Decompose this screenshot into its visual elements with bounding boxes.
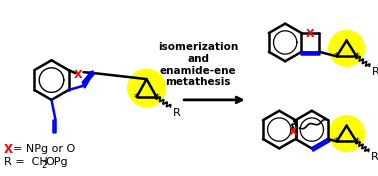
Text: X: X xyxy=(306,29,315,39)
Text: R =  CH: R = CH xyxy=(4,157,48,167)
Text: *: * xyxy=(355,52,360,62)
Text: X: X xyxy=(289,127,298,137)
Circle shape xyxy=(329,31,364,66)
Text: X: X xyxy=(74,70,83,80)
Text: *: * xyxy=(333,137,338,147)
Circle shape xyxy=(128,69,165,107)
Text: *: * xyxy=(133,93,138,103)
Text: *: * xyxy=(155,93,160,103)
Text: = NPg or O: = NPg or O xyxy=(13,144,75,154)
Text: X: X xyxy=(4,143,13,156)
Text: R: R xyxy=(372,67,378,77)
Text: *: * xyxy=(333,52,338,62)
Text: 2: 2 xyxy=(42,161,47,170)
Text: isomerization
and
enamide-ene
metathesis: isomerization and enamide-ene metathesis xyxy=(158,42,238,87)
Text: *: * xyxy=(355,137,360,147)
Text: R: R xyxy=(172,108,180,118)
Circle shape xyxy=(329,116,364,151)
Text: OPg: OPg xyxy=(46,157,68,167)
Text: R: R xyxy=(370,152,378,162)
